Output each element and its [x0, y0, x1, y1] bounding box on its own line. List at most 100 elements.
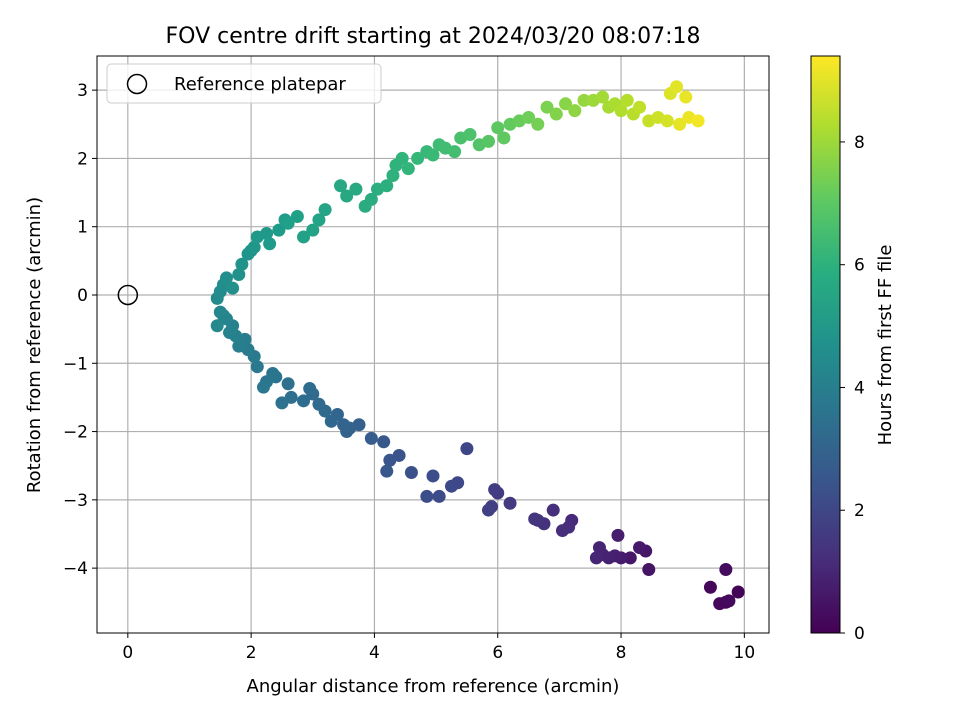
- colorbar-tick-label: 6: [854, 256, 865, 276]
- data-point: [491, 121, 505, 135]
- data-point: [633, 100, 647, 114]
- data-point: [522, 110, 536, 124]
- data-point: [623, 551, 637, 565]
- data-point: [324, 414, 338, 428]
- data-point: [460, 442, 474, 456]
- data-point: [426, 148, 440, 162]
- x-tick-label: 10: [734, 643, 756, 663]
- data-point: [235, 257, 249, 271]
- y-tick-label: 1: [77, 218, 88, 238]
- reference-platepar-marker: [117, 284, 139, 306]
- data-point: [364, 431, 378, 445]
- data-point: [481, 503, 495, 517]
- data-point: [549, 107, 563, 121]
- colorbar-tick-label: 0: [854, 624, 865, 644]
- data-point: [444, 479, 458, 493]
- data-point: [463, 128, 477, 142]
- x-axis-ticks: 0 2 4 6 8 10: [122, 633, 755, 663]
- data-point: [306, 223, 320, 237]
- data-point: [503, 496, 517, 510]
- data-point: [386, 168, 400, 182]
- data-point: [611, 528, 625, 542]
- x-tick-label: 6: [492, 643, 503, 663]
- colorbar-label: Hours from first FF file: [875, 245, 896, 446]
- data-point: [614, 104, 628, 118]
- colorbar-tick-label: 2: [854, 501, 865, 521]
- y-tick-label: 2: [77, 149, 88, 169]
- data-point: [290, 209, 304, 223]
- data-point: [364, 192, 378, 206]
- data-point: [432, 489, 446, 503]
- data-point: [670, 80, 684, 94]
- plot-frame: [96, 55, 770, 634]
- colorbar: 0 2 4 6 8 Hours from first FF file: [810, 55, 896, 644]
- y-tick-label: −3: [63, 491, 88, 511]
- data-point: [256, 380, 270, 394]
- data-point: [568, 104, 582, 118]
- data-point: [722, 594, 736, 608]
- legend-marker-icon: [126, 73, 148, 95]
- legend-box: [106, 63, 382, 104]
- data-point: [232, 339, 246, 353]
- data-point: [380, 179, 394, 193]
- data-point: [401, 162, 415, 176]
- data-point: [219, 271, 233, 285]
- data-point: [596, 90, 610, 104]
- data-point: [559, 97, 573, 111]
- colorbar-gradient: [810, 55, 841, 634]
- data-point: [426, 469, 440, 483]
- data-point: [312, 213, 326, 227]
- data-point: [540, 100, 554, 114]
- data-point: [546, 503, 560, 517]
- data-point: [481, 134, 495, 148]
- y-tick-label: −1: [63, 354, 88, 374]
- data-point: [247, 240, 261, 254]
- x-tick-label: 2: [246, 643, 257, 663]
- data-point: [555, 524, 569, 538]
- data-point: [448, 145, 462, 159]
- data-point: [250, 360, 264, 374]
- data-point: [377, 435, 391, 449]
- data-point: [531, 117, 545, 131]
- data-points: [210, 80, 745, 611]
- data-point: [303, 382, 317, 396]
- data-point: [488, 483, 502, 497]
- data-point: [577, 93, 591, 107]
- data-point: [210, 319, 224, 333]
- data-point: [312, 397, 326, 411]
- data-point: [281, 216, 295, 230]
- data-point: [263, 237, 277, 251]
- x-axis-label: Angular distance from reference (arcmin): [247, 676, 620, 697]
- data-point: [731, 585, 745, 599]
- grid-lines: [97, 56, 769, 633]
- colorbar-ticks: 0 2 4 6 8: [840, 133, 865, 644]
- data-point: [691, 114, 705, 128]
- colorbar-tick-label: 8: [854, 133, 865, 153]
- data-point: [679, 90, 693, 104]
- y-tick-label: 0: [77, 286, 88, 306]
- data-point: [232, 268, 246, 282]
- data-point: [642, 562, 656, 576]
- data-point: [383, 453, 397, 467]
- y-tick-label: −2: [63, 423, 88, 443]
- data-point: [297, 230, 311, 244]
- data-point: [497, 131, 511, 145]
- data-point: [633, 541, 647, 555]
- data-point: [411, 151, 425, 165]
- y-axis-label: Rotation from reference (arcmin): [24, 197, 45, 493]
- data-point: [592, 541, 606, 555]
- y-axis-ticks: −4 −3 −2 −1 0 1 2 3: [63, 81, 97, 579]
- data-point: [380, 464, 394, 478]
- legend: Reference platepar: [106, 63, 382, 104]
- colorbar-tick-label: 4: [854, 378, 865, 398]
- data-point: [275, 396, 289, 410]
- data-point: [213, 305, 227, 319]
- data-point: [337, 418, 351, 432]
- data-point: [349, 182, 363, 196]
- data-point: [334, 179, 348, 193]
- y-tick-label: −4: [63, 559, 88, 579]
- y-tick-label: 3: [77, 81, 88, 101]
- data-point: [589, 551, 603, 565]
- x-tick-label: 0: [122, 643, 133, 663]
